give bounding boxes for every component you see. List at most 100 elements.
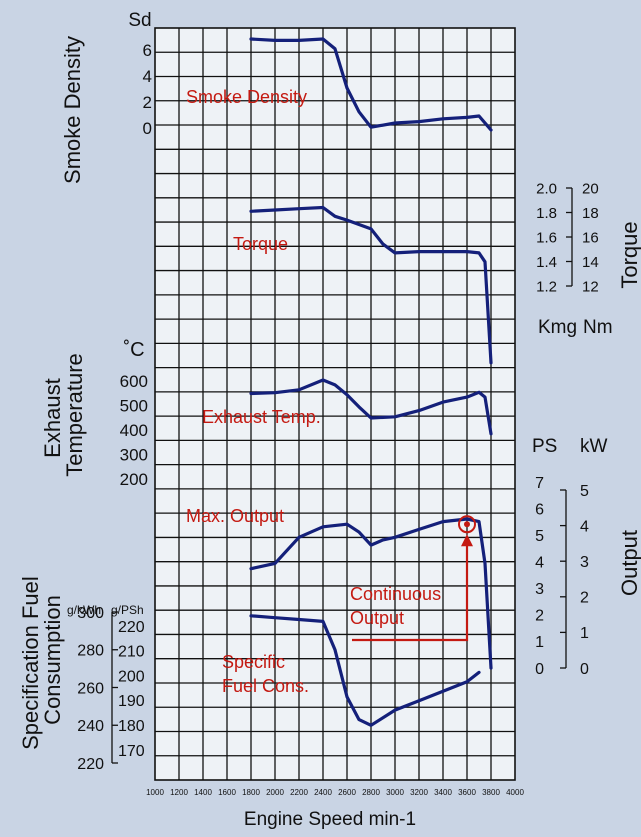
fuel-tick-right: 220 (118, 619, 145, 636)
smoke-density-title: Smoke Density (60, 36, 85, 184)
fuel-tick-left: 260 (77, 680, 104, 697)
torque-tick-left: 1.6 (536, 229, 557, 246)
continuous-output-line-2: Output (350, 608, 404, 628)
fuel-tick-left: 300 (77, 605, 104, 622)
output-tick-right: 0 (580, 661, 589, 678)
output-tick-right: 3 (580, 554, 589, 571)
fuel-tick-right: 170 (118, 743, 145, 760)
fuel-tick-left: 220 (77, 756, 104, 773)
x-tick-label: 2200 (290, 788, 308, 797)
output-tick-left: 7 (535, 475, 544, 492)
smoke-unit: Sd (128, 10, 151, 31)
output-tick-left: 5 (535, 528, 544, 545)
continuous-output-leader (352, 536, 469, 642)
torque-tick-left: 1.2 (536, 278, 557, 295)
torque-label: Torque (233, 234, 288, 254)
exhaust-tick-label: 400 (120, 421, 148, 440)
torque-tick-right: 12 (582, 278, 599, 295)
output-tick-right: 4 (580, 518, 589, 535)
fuel-tick-right: 210 (118, 644, 145, 661)
x-tick-label: 1000 (146, 788, 164, 797)
x-tick-label: 1400 (194, 788, 212, 797)
x-tick-label: 2000 (266, 788, 284, 797)
x-tick-label: 2600 (338, 788, 356, 797)
continuous-output-ring (458, 515, 476, 534)
fuel-unit-gkwh: g/kWh (67, 603, 101, 617)
torque-curve (249, 205, 493, 365)
x-tick-label: 2800 (362, 788, 380, 797)
smoke-tick-label: 0 (143, 119, 152, 138)
x-tick-label: 4000 (506, 788, 524, 797)
output-tick-left: 2 (535, 608, 544, 625)
exhaust-temp-label: Exhaust Temp. (202, 407, 321, 427)
continuous-output-label: Continuous Output (350, 584, 446, 628)
output-tick-left: 6 (535, 501, 544, 518)
fuel-tick-right: 180 (118, 718, 145, 735)
fuel-unit-gpsh: g/PSh (111, 603, 144, 617)
continuous-output-dot (464, 521, 470, 528)
exhaust-temp-curve (249, 378, 493, 436)
fuel-title-line-2: Consumption (40, 595, 65, 725)
continuous-output-arrowhead (461, 534, 473, 547)
specific-fuel-curve (249, 614, 481, 727)
torque-tick-right: 16 (582, 229, 599, 246)
output-tick-left: 1 (535, 634, 544, 651)
continuous-output-marker (352, 515, 476, 642)
continuous-output-line-1: Continuous (350, 584, 441, 604)
torque-tick-right: 18 (582, 205, 599, 222)
torque-unit-kmg: Kmg (538, 317, 577, 338)
specific-fuel-line-2: Fuel Cons. (222, 676, 309, 696)
smoke-tick-label: 2 (143, 93, 152, 112)
specific-fuel-line-1: Specific (222, 652, 285, 672)
x-tick-label: 3800 (482, 788, 500, 797)
torque-tick-left: 1.8 (536, 205, 557, 222)
fuel-tick-right: 200 (118, 668, 145, 685)
x-tick-label: 3200 (410, 788, 428, 797)
fuel-consumption-title: Specification Fuel Consumption (18, 570, 65, 750)
chart-grid (154, 27, 516, 781)
x-tick-label: 1600 (218, 788, 236, 797)
smoke-tick-label: 4 (143, 67, 152, 86)
fuel-title-line-1: Specification Fuel (18, 576, 43, 750)
smoke-tick-label: 6 (143, 41, 152, 60)
output-tick-left: 0 (535, 661, 544, 678)
output-title: Output (617, 530, 641, 596)
x-tick-label: 3400 (434, 788, 452, 797)
output-tick-right: 1 (580, 625, 589, 642)
exhaust-unit: ˚C (123, 339, 144, 361)
grid-frame (154, 27, 516, 781)
fuel-tick-left: 280 (77, 643, 104, 660)
exhaust-title-line-2: Temperature (62, 353, 87, 477)
exhaust-title-line-1: Exhaust (40, 378, 65, 458)
axis-ticks: 1000 1200 1400 1600 1800 2000 2200 2400 2600 2800… (77, 41, 598, 797)
smoke-density-label: Smoke Density (186, 87, 307, 107)
fuel-tick-right: 190 (118, 693, 145, 710)
output-unit-ps: PS (532, 436, 557, 457)
x-tick-label: 3600 (458, 788, 476, 797)
x-tick-label: 3000 (386, 788, 404, 797)
x-axis-label: Engine Speed min-1 (244, 809, 416, 830)
torque-tick-right: 14 (582, 254, 599, 271)
torque-title: Torque (617, 221, 641, 288)
torque-tick-left: 1.4 (536, 254, 557, 271)
smoke-density-curve (249, 37, 493, 132)
exhaust-tick-label: 500 (120, 397, 148, 416)
x-tick-label: 2400 (314, 788, 332, 797)
output-tick-left: 3 (535, 581, 544, 598)
x-tick-label: 1200 (170, 788, 188, 797)
exhaust-tick-label: 200 (120, 470, 148, 489)
exhaust-temperature-title: Exhaust Temperature (40, 353, 87, 477)
exhaust-tick-label: 300 (120, 446, 148, 465)
exhaust-tick-label: 600 (120, 372, 148, 391)
output-tick-right: 5 (580, 483, 589, 500)
x-tick-label: 1800 (242, 788, 260, 797)
torque-unit-nm: Nm (583, 317, 613, 338)
output-tick-right: 2 (580, 590, 589, 607)
specific-fuel-cons-label: Specific Fuel Cons. (222, 652, 309, 696)
max-output-label: Max. Output (186, 506, 284, 526)
output-tick-left: 4 (535, 554, 544, 571)
output-unit-kw: kW (580, 436, 608, 457)
fuel-tick-left: 240 (77, 718, 104, 735)
torque-tick-left: 2.0 (536, 180, 557, 197)
